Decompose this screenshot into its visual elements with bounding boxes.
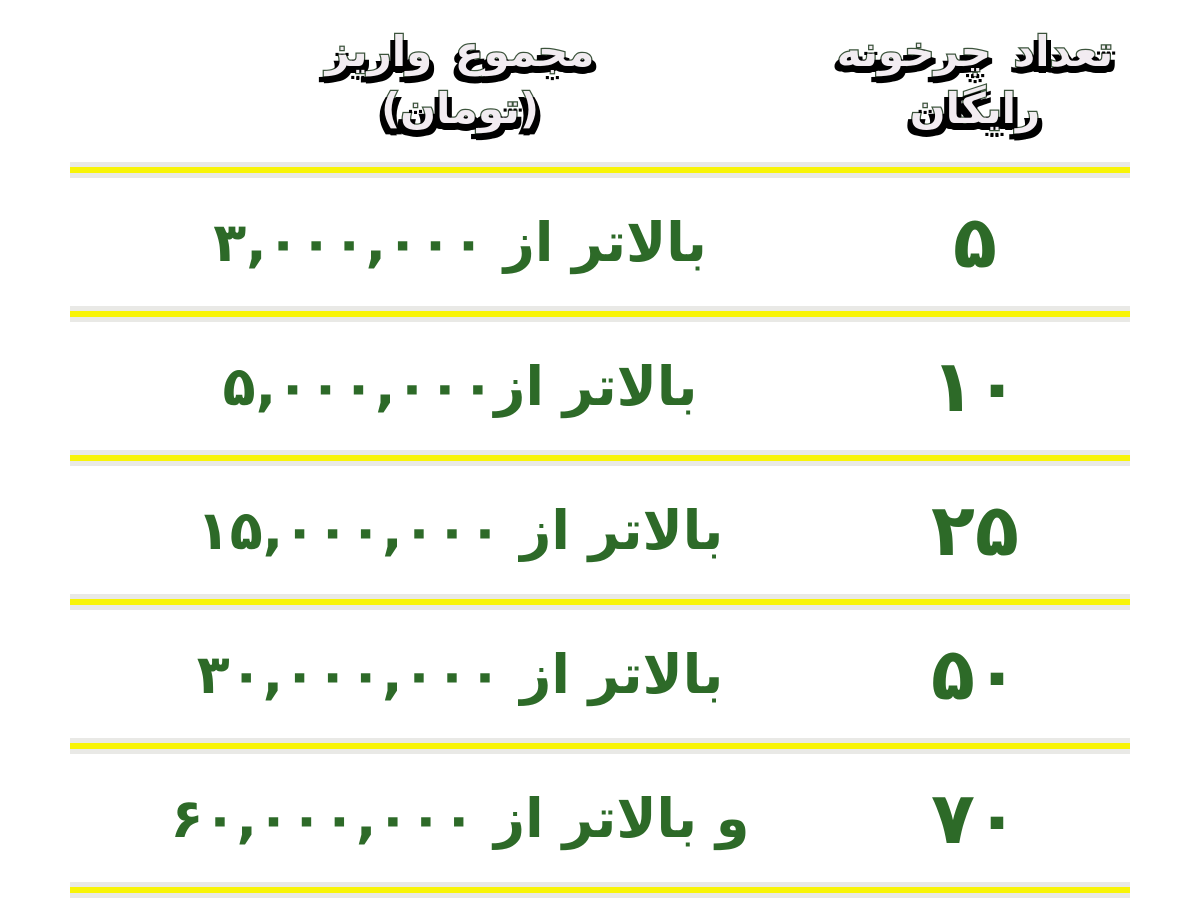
divider-line — [70, 743, 1130, 749]
amount-value: بالاتر از ۳,۰۰۰,۰۰۰ — [213, 210, 707, 274]
divider — [70, 306, 1130, 322]
spins-value: ۵ — [953, 200, 997, 284]
divider — [70, 162, 1130, 178]
spins-value: ۲۵ — [931, 488, 1019, 572]
divider-line — [70, 599, 1130, 605]
header-spins-column: تعداد چرخونه رایگان — [835, 26, 1114, 134]
spins-value: ۱۰ — [931, 344, 1019, 428]
divider — [70, 882, 1130, 898]
amount-value: بالاتر از ۱۵,۰۰۰,۰۰۰ — [196, 498, 724, 562]
table-row: ۵۰ بالاتر از ۳۰,۰۰۰,۰۰۰ — [0, 610, 1200, 738]
spins-value: ۵۰ — [931, 632, 1019, 716]
divider-line — [70, 887, 1130, 893]
table-header: تعداد چرخونه رایگان مجموع واریز (تومان) — [0, 0, 1200, 162]
header-amount-column: مجموع واریز (تومان) — [324, 26, 595, 134]
table-row: ۲۵ بالاتر از ۱۵,۰۰۰,۰۰۰ — [0, 466, 1200, 594]
divider — [70, 450, 1130, 466]
table-row: ۵ بالاتر از ۳,۰۰۰,۰۰۰ — [0, 178, 1200, 306]
amount-value: بالاتر از ۳۰,۰۰۰,۰۰۰ — [196, 642, 724, 706]
amount-value: و بالاتر از ۶۰,۰۰۰,۰۰۰ — [170, 786, 750, 850]
divider — [70, 594, 1130, 610]
amount-value: بالاتر از۵,۰۰۰,۰۰۰ — [222, 354, 698, 418]
table-row: ۱۰ بالاتر از۵,۰۰۰,۰۰۰ — [0, 322, 1200, 450]
divider-line — [70, 455, 1130, 461]
divider — [70, 738, 1130, 754]
table-row: ۷۰ و بالاتر از ۶۰,۰۰۰,۰۰۰ — [0, 754, 1200, 882]
divider-line — [70, 311, 1130, 317]
spins-value: ۷۰ — [931, 776, 1019, 860]
divider-line — [70, 167, 1130, 173]
